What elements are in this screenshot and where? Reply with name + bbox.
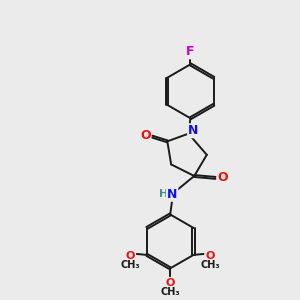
Text: N: N (188, 124, 199, 137)
Text: N: N (167, 188, 177, 201)
Text: CH₃: CH₃ (121, 260, 140, 269)
Text: O: O (205, 251, 214, 261)
Text: O: O (140, 129, 151, 142)
Text: H: H (159, 189, 168, 199)
Text: O: O (126, 251, 135, 261)
Text: O: O (166, 278, 175, 288)
Text: F: F (186, 45, 195, 58)
Text: CH₃: CH₃ (200, 260, 220, 269)
Text: O: O (218, 171, 228, 184)
Text: CH₃: CH₃ (160, 287, 180, 297)
